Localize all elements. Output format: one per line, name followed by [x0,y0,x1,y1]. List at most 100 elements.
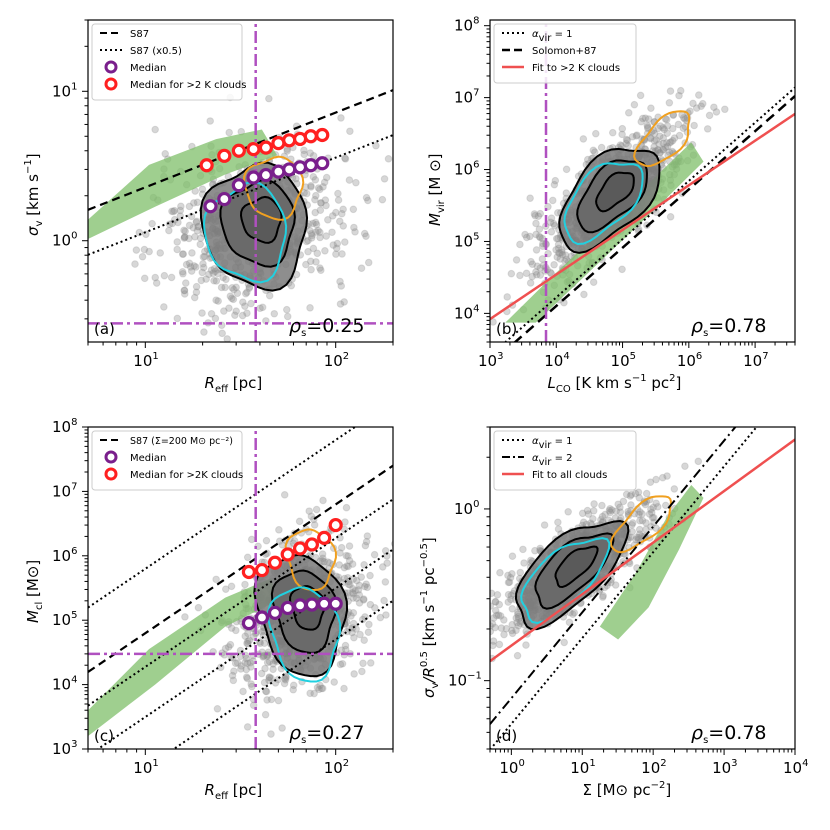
scatter-point [400,629,407,636]
scatter-point [504,598,513,606]
scatter-point [307,234,316,242]
scatter-point [492,611,501,620]
scatter-point [169,207,178,216]
scatter-point [283,147,292,155]
scatter-point [44,366,51,373]
median-k-point [267,555,283,570]
legend-label: Median [130,63,166,74]
scatter-point [536,544,544,553]
scatter-point [647,505,655,514]
median-k-markers-c [241,517,343,580]
scatter-point [360,229,369,238]
scatter-point [312,228,320,236]
scatter-point [606,508,615,517]
scatter-point [601,510,609,519]
scatter-point [495,600,504,609]
scatter-point [199,253,208,261]
scatter-point [180,233,189,241]
legend-label: S87 [130,29,149,40]
y-tick-label: 106 [52,546,77,565]
scatter-point [508,570,516,578]
scatter-point [583,155,592,164]
scatter-point [376,613,385,622]
scatter-point [317,199,325,207]
scatter-point [233,289,242,298]
scatter-point [192,341,194,342]
scatter-point [612,507,621,515]
scatter-point [583,506,592,515]
scatter-point [698,99,707,108]
scatter-point [340,684,348,693]
scatter-point [342,562,351,570]
scatter-point [348,588,357,597]
x-tick-label: 102 [324,758,349,777]
scatter-point [185,234,193,243]
scatter-point [578,509,587,518]
y-tick-label: 100 [52,231,77,250]
scatter-point [598,501,606,510]
scatter-point [241,632,250,640]
scatter-point [295,517,304,526]
scatter-point [630,100,639,109]
scatter-point [516,619,525,628]
median-point [315,156,330,171]
scatter-point [307,229,316,238]
scatter-point [265,676,273,685]
scatter-point [570,608,579,617]
scatter-point [666,213,675,221]
scatter-point [152,279,161,287]
scatter-point [335,561,344,569]
scatter-point [366,600,375,609]
scatter-point [190,262,198,270]
scatter-point [282,305,291,314]
median-k-point [258,140,274,155]
median-k-point [317,530,332,545]
scatter-point [558,246,566,254]
scatter-point [536,271,545,279]
scatter-point [507,269,516,278]
scatter-point [627,490,636,499]
scatter-point [662,115,671,124]
scatter-point [526,279,535,287]
scatter-point [229,295,238,304]
scatter-point [225,304,233,312]
scatter-point [198,185,207,194]
legend-swatch-median-k [104,467,118,481]
y-tick-label: 107 [454,88,479,107]
scatter-point [173,314,182,323]
scatter-point [534,212,543,220]
scatter-point [650,137,659,145]
scatter-point [182,260,191,269]
scatter-point [189,223,198,232]
scatter-point [370,550,379,559]
scatter-point [352,576,361,585]
scatter-point [624,109,633,117]
scatter-point [628,521,636,529]
scatter-point [243,659,252,667]
scatter-point [302,189,311,198]
scatter-point [221,644,230,653]
contour-orange [633,110,691,168]
scatter-point [230,285,238,294]
scatter-point [378,195,387,204]
y-tick-label: 104 [454,303,479,322]
scatter-point [471,600,478,607]
scatter-point [148,219,156,228]
scatter-point [616,503,624,512]
scatter-point [241,302,249,310]
median-k-point [304,537,320,552]
scatter-point [497,624,506,632]
scatter-point [313,249,322,258]
scatter-point [337,543,346,552]
scatter-point [253,351,260,358]
scatter-point [528,272,536,281]
scatter-point [267,674,275,682]
plot-area-b [490,20,795,342]
scatter-point [306,304,314,312]
scatter-point [522,233,531,242]
scatter-point [532,270,541,279]
scatter-point [336,660,345,669]
median-point [282,162,297,177]
scatter-point [532,230,540,239]
scatter-point [491,598,500,606]
